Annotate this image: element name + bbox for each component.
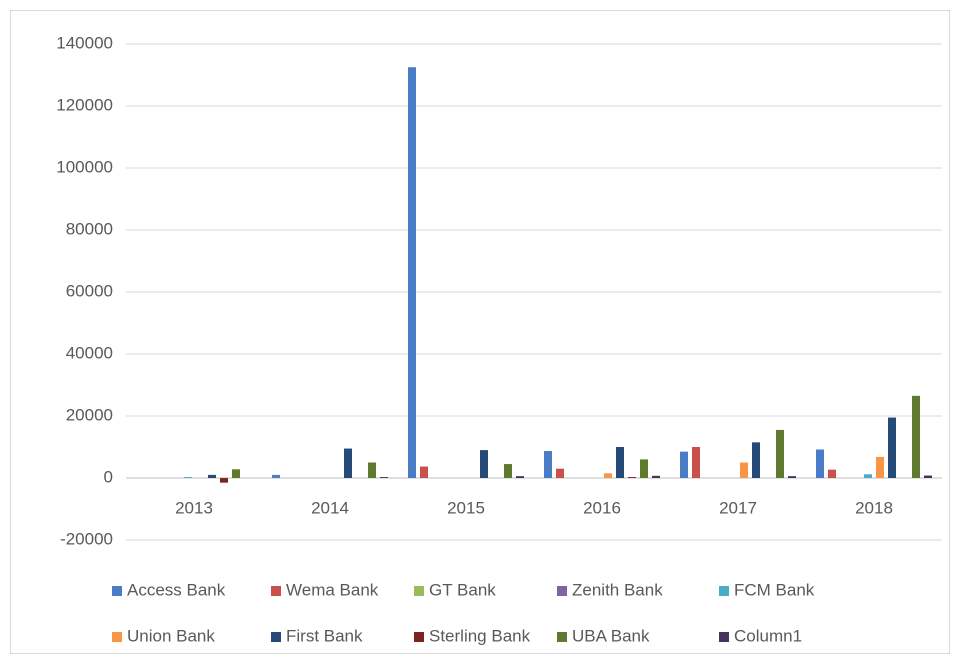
legend-swatch — [271, 586, 281, 596]
legend-swatch — [414, 632, 424, 642]
bar — [272, 474, 280, 478]
legend-label: GT Bank — [429, 580, 496, 599]
legend-swatch — [112, 632, 122, 642]
bar — [544, 451, 552, 478]
bar — [652, 475, 660, 478]
x-tick-label: 2014 — [311, 498, 349, 517]
x-tick-label: 2013 — [175, 498, 213, 517]
legend-swatch — [557, 586, 567, 596]
bar — [924, 475, 932, 478]
bar — [616, 447, 624, 478]
legend-label: Union Bank — [127, 626, 215, 645]
bar — [680, 451, 688, 478]
y-tick-label: 120000 — [56, 95, 113, 114]
bar — [912, 395, 920, 478]
y-tick-label: 80000 — [66, 219, 113, 238]
bar — [776, 429, 784, 478]
y-tick-label: 140000 — [56, 33, 113, 52]
bar — [220, 478, 228, 483]
y-tick-label: 100000 — [56, 157, 113, 176]
x-tick-label: 2017 — [719, 498, 757, 517]
bar — [740, 462, 748, 478]
x-tick-label: 2018 — [855, 498, 893, 517]
bar — [208, 474, 216, 478]
legend-label: Column1 — [734, 626, 802, 645]
bar — [380, 477, 388, 478]
bar — [504, 464, 512, 478]
bar — [864, 474, 872, 478]
bar — [420, 466, 428, 478]
bar — [344, 448, 352, 478]
legend-swatch — [719, 586, 729, 596]
y-tick-label: -20000 — [60, 529, 113, 548]
legend-label: First Bank — [286, 626, 363, 645]
bar — [516, 476, 524, 478]
bar — [408, 67, 416, 478]
legend-label: FCM Bank — [734, 580, 815, 599]
legend-swatch — [414, 586, 424, 596]
y-tick-label: 0 — [104, 467, 113, 486]
legend-swatch — [719, 632, 729, 642]
bar — [232, 469, 240, 478]
bar — [752, 442, 760, 478]
y-tick-label: 40000 — [66, 343, 113, 362]
legend-label: Zenith Bank — [572, 580, 663, 599]
bar — [788, 476, 796, 478]
bar — [480, 450, 488, 478]
legend-swatch — [271, 632, 281, 642]
legend-label: UBA Bank — [572, 626, 650, 645]
bar — [888, 417, 896, 478]
legend-label: Sterling Bank — [429, 626, 531, 645]
bar — [368, 462, 376, 478]
x-tick-label: 2015 — [447, 498, 485, 517]
bar — [604, 473, 612, 478]
bar — [828, 469, 836, 478]
legend-swatch — [557, 632, 567, 642]
y-tick-label: 60000 — [66, 281, 113, 300]
x-tick-label: 2016 — [583, 498, 621, 517]
bar — [692, 447, 700, 478]
legend-swatch — [112, 586, 122, 596]
bar — [556, 468, 564, 478]
y-tick-label: 20000 — [66, 405, 113, 424]
legend-label: Wema Bank — [286, 580, 379, 599]
legend-label: Access Bank — [127, 580, 226, 599]
bar — [628, 477, 636, 478]
chart-frame — [10, 10, 950, 654]
bar — [876, 456, 884, 478]
bar — [640, 459, 648, 478]
bar — [184, 477, 192, 478]
bar — [816, 449, 824, 478]
